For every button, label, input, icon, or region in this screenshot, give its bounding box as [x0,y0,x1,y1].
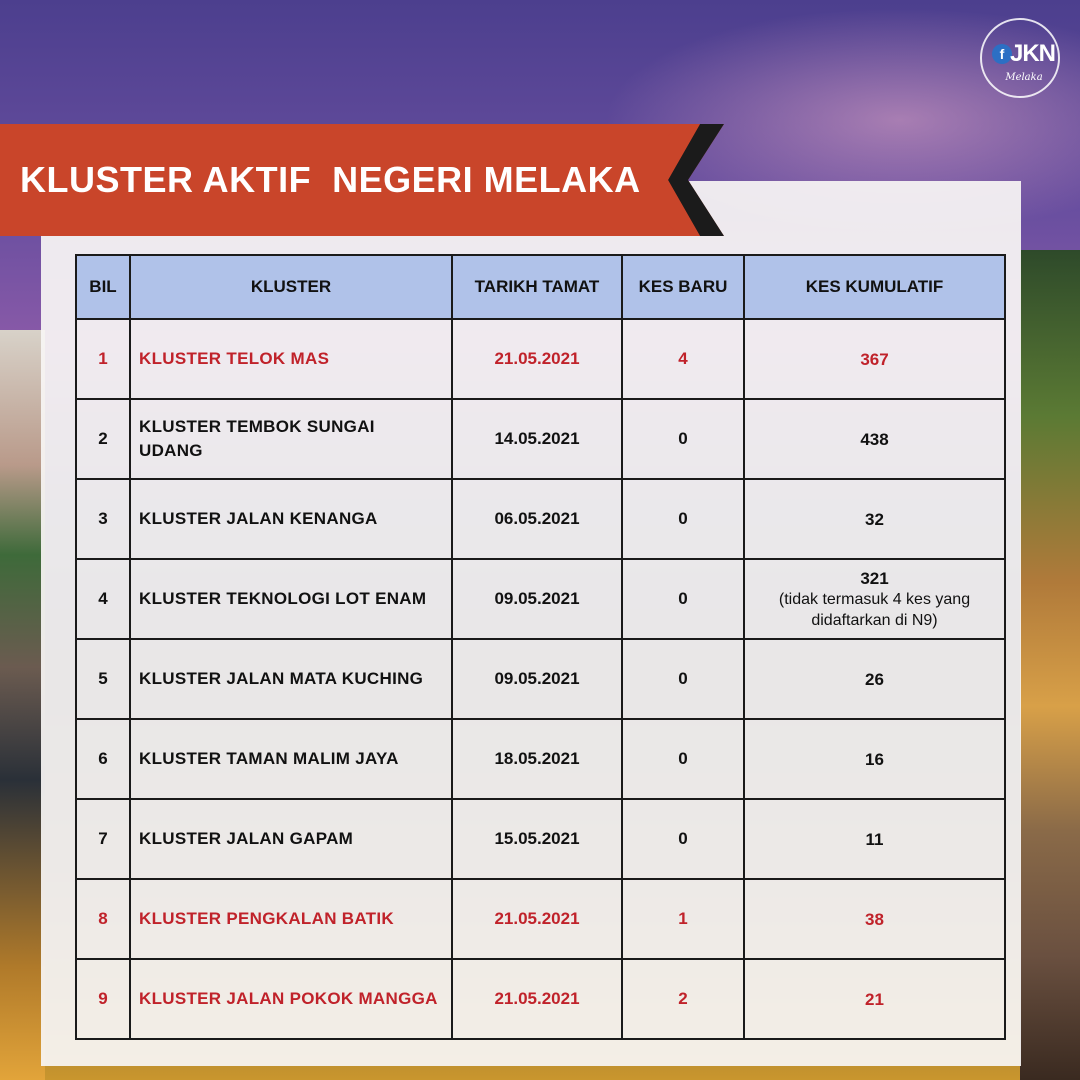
cell-bil: 8 [75,878,131,960]
cell-kluster: KLUSTER TEKNOLOGI LOT ENAM [129,558,453,640]
cluster-table: BIL KLUSTER TARIKH TAMAT KES BARU KES KU… [75,254,1006,1040]
table-row: 7 KLUSTER JALAN GAPAM 15.05.2021 0 11 [75,798,1006,880]
logo-text: JKN [1010,40,1056,67]
table-row: 8 KLUSTER PENGKALAN BATIK 21.05.2021 1 38 [75,878,1006,960]
kumulatif-value: 367 [860,349,889,369]
table-row: 1 KLUSTER TELOK MAS 21.05.2021 4 367 [75,318,1006,400]
cell-kluster: KLUSTER JALAN MATA KUCHING [129,638,453,720]
table-row: 6 KLUSTER TAMAN MALIM JAYA 18.05.2021 0 16 [75,718,1006,800]
cell-kes-baru: 1 [621,878,745,960]
kumulatif-value: 16 [865,749,884,769]
title-ribbon: KLUSTER AKTIF NEGERI MELAKA [0,124,680,236]
cell-tarikh-tamat: 21.05.2021 [451,878,623,960]
cell-bil: 5 [75,638,131,720]
cell-kluster: KLUSTER JALAN GAPAM [129,798,453,880]
cell-kes-kumulatif: 32 [743,478,1006,560]
page-title: KLUSTER AKTIF NEGERI MELAKA [20,159,641,200]
cell-bil: 6 [75,718,131,800]
cell-kes-baru: 0 [621,798,745,880]
cell-kes-baru: 0 [621,558,745,640]
cell-tarikh-tamat: 09.05.2021 [451,558,623,640]
kumulatif-value: 438 [860,429,889,449]
header-kluster: KLUSTER [129,254,453,320]
cell-kes-kumulatif: 38 [743,878,1006,960]
header-tarikh-tamat: TARIKH TAMAT [451,254,623,320]
cell-bil: 4 [75,558,131,640]
cell-kes-baru: 0 [621,398,745,480]
cell-bil: 7 [75,798,131,880]
cell-tarikh-tamat: 09.05.2021 [451,638,623,720]
cell-bil: 2 [75,398,131,480]
cell-bil: 3 [75,478,131,560]
cell-kluster: KLUSTER TELOK MAS [129,318,453,400]
kumulatif-note: (tidak termasuk 4 kes yang didaftarkan d… [778,590,971,629]
kumulatif-value: 11 [865,829,884,849]
kumulatif-value: 321 [860,568,889,588]
table-row: 5 KLUSTER JALAN MATA KUCHING 09.05.2021 0 26 [75,638,1006,720]
cell-kluster: KLUSTER TAMAN MALIM JAYA [129,718,453,800]
kumulatif-value: 26 [865,669,884,689]
logo-subtitle: Melaka [1005,72,1043,83]
cell-tarikh-tamat: 21.05.2021 [451,958,623,1040]
cell-bil: 1 [75,318,131,400]
cell-tarikh-tamat: 21.05.2021 [451,318,623,400]
cell-kes-baru: 2 [621,958,745,1040]
table-row: 3 KLUSTER JALAN KENANGA 06.05.2021 0 32 [75,478,1006,560]
cell-bil: 9 [75,958,131,1040]
jkn-logo: f JKN Melaka [980,18,1060,98]
header-kes-baru: KES BARU [621,254,745,320]
cell-kluster: KLUSTER JALAN POKOK MANGGA [129,958,453,1040]
table-row: 4 KLUSTER TEKNOLOGI LOT ENAM 09.05.2021 0 32… [75,558,1006,640]
cell-kes-kumulatif: 16 [743,718,1006,800]
kumulatif-value: 32 [865,509,884,529]
table-header-row: BIL KLUSTER TARIKH TAMAT KES BARU KES KU… [75,254,1006,320]
cell-kluster: KLUSTER PENGKALAN BATIK [129,878,453,960]
cell-kes-baru: 0 [621,478,745,560]
cell-tarikh-tamat: 18.05.2021 [451,718,623,800]
cell-tarikh-tamat: 06.05.2021 [451,478,623,560]
ribbon-chevron-icon [668,124,724,236]
cell-kes-kumulatif: 367 [743,318,1006,400]
cell-tarikh-tamat: 14.05.2021 [451,398,623,480]
cell-kes-kumulatif: 11 [743,798,1006,880]
cell-kes-baru: 0 [621,638,745,720]
facebook-icon: f [992,44,1012,64]
cell-kluster: KLUSTER TEMBOK SUNGAI UDANG [129,398,453,480]
kumulatif-value: 21 [865,989,884,1009]
table-row: 9 KLUSTER JALAN POKOK MANGGA 21.05.2021 2 21 [75,958,1006,1040]
cell-kluster: KLUSTER JALAN KENANGA [129,478,453,560]
kumulatif-value: 38 [865,909,884,929]
cell-kes-baru: 0 [621,718,745,800]
header-bil: BIL [75,254,131,320]
cell-kes-baru: 4 [621,318,745,400]
background-scenery-left [0,330,45,1080]
cell-tarikh-tamat: 15.05.2021 [451,798,623,880]
cell-kes-kumulatif: 21 [743,958,1006,1040]
cell-kes-kumulatif: 438 [743,398,1006,480]
header-kes-kumulatif: KES KUMULATIF [743,254,1006,320]
background-scenery-right [1020,250,1080,1080]
cell-kes-kumulatif: 321 (tidak termasuk 4 kes yang didaftarka… [743,558,1006,640]
cell-kes-kumulatif: 26 [743,638,1006,720]
table-row: 2 KLUSTER TEMBOK SUNGAI UDANG 14.05.2021 0 4… [75,398,1006,480]
